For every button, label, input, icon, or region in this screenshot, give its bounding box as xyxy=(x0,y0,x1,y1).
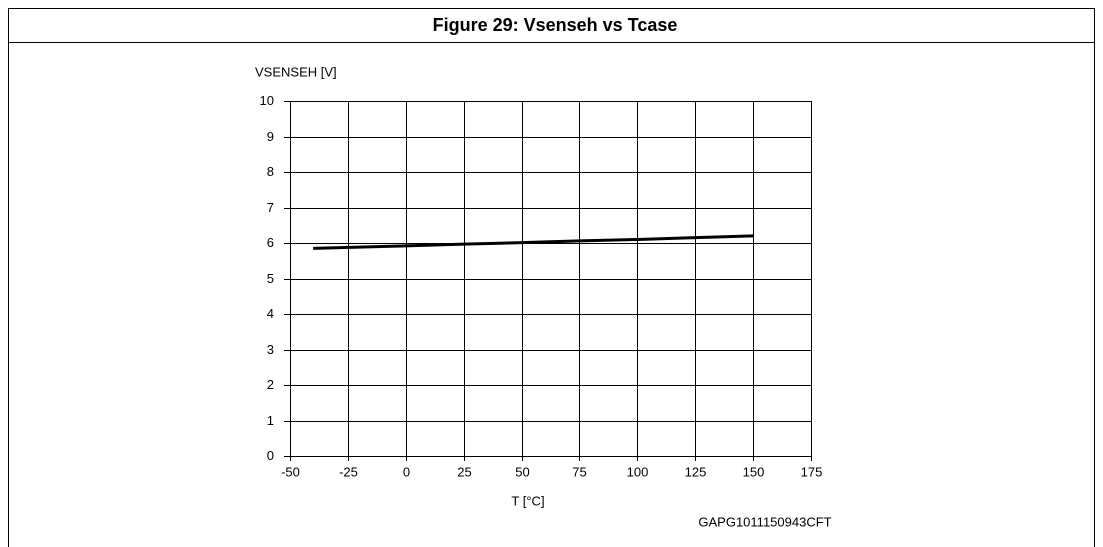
y-axis-label: VSENSEH [V] xyxy=(255,64,337,79)
x-tick-label: 50 xyxy=(515,464,529,479)
x-tick-label: 175 xyxy=(801,464,823,479)
figure-code: GAPG1011150943CFT xyxy=(698,514,831,529)
y-tick-label: 2 xyxy=(267,377,274,392)
x-tick-label: 150 xyxy=(743,464,765,479)
data-line xyxy=(313,234,754,250)
y-tick-label: 7 xyxy=(267,200,274,215)
y-tick-label: 4 xyxy=(267,306,274,321)
x-tick-label: 25 xyxy=(457,464,471,479)
y-tick-label: 8 xyxy=(267,164,274,179)
x-tick-label: 100 xyxy=(627,464,649,479)
y-tick-label: 1 xyxy=(267,413,274,428)
y-tick-label: 0 xyxy=(267,448,274,463)
y-tick-label: 6 xyxy=(267,235,274,250)
x-tick-label: 125 xyxy=(685,464,707,479)
frame xyxy=(8,8,1095,547)
x-tick-label: 0 xyxy=(403,464,410,479)
x-tick-label: 75 xyxy=(572,464,586,479)
x-tick-label: -50 xyxy=(281,464,300,479)
y-tick-label: 5 xyxy=(267,271,274,286)
y-tick-label: 9 xyxy=(267,129,274,144)
y-tick-label: 3 xyxy=(267,342,274,357)
y-tick-label: 10 xyxy=(260,93,274,108)
chart-title: Figure 29: Vsenseh vs Tcase xyxy=(433,15,678,35)
x-axis-label: T [°C] xyxy=(511,493,544,508)
x-tick-label: -25 xyxy=(339,464,358,479)
